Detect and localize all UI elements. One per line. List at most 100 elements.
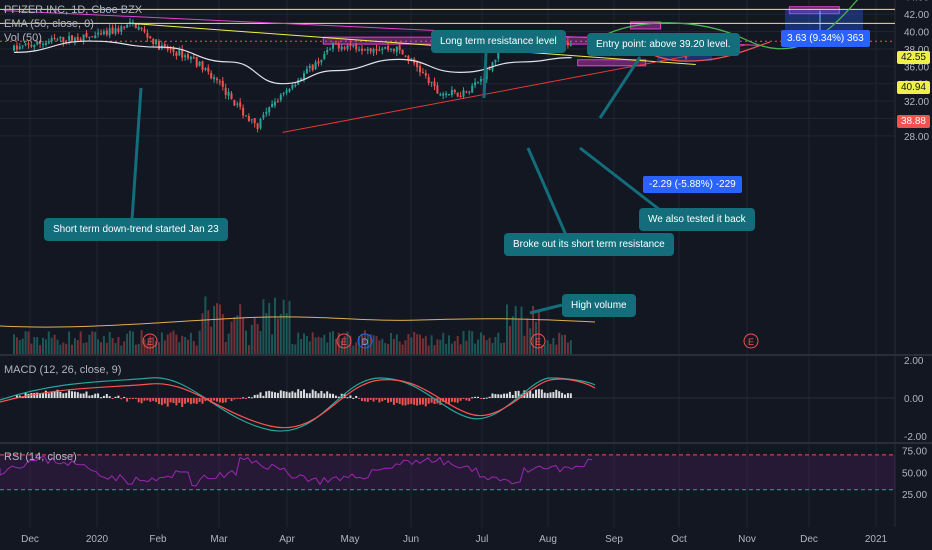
volume-bar: [497, 332, 500, 354]
callout-pointer: [529, 303, 563, 315]
candle-body: [450, 89, 453, 96]
volume-bar: [73, 338, 76, 354]
macd-hist-bar: [181, 398, 184, 407]
signal-line: [0, 378, 596, 429]
candle-body: [303, 73, 305, 80]
callout-pointer: [482, 52, 488, 99]
macd-hist-bar: [82, 393, 85, 398]
volume-bar: [253, 316, 256, 354]
volume-bar: [537, 311, 540, 354]
macd-hist-bar: [256, 394, 259, 398]
volume-bar: [224, 342, 227, 354]
volume-bar: [68, 331, 71, 354]
macd-hist-bar: [230, 398, 233, 402]
candle-body: [198, 61, 201, 66]
macd-hist-bar: [149, 398, 152, 402]
volume-bar: [503, 342, 506, 354]
candle-body: [33, 45, 36, 48]
volume-bar: [149, 336, 152, 354]
macd-hist-bar: [398, 398, 401, 404]
x-tick-label: Feb: [149, 534, 167, 545]
candle-body: [395, 46, 398, 53]
macd-hist-bar: [131, 398, 134, 399]
macd-hist-bar: [111, 398, 114, 399]
candle-body: [181, 49, 184, 58]
macd-hist-bar: [253, 394, 256, 398]
candle-body: [169, 49, 172, 51]
candle-body: [448, 94, 450, 96]
volume-bar: [36, 337, 39, 354]
volume-bar: [213, 305, 216, 354]
volume-bar: [468, 330, 471, 354]
volume-bar: [15, 337, 18, 354]
volume-bar: [346, 331, 349, 354]
volume-bar: [42, 337, 44, 354]
macd-hist-bar: [276, 392, 279, 398]
price-label-38-88: 38.88: [896, 115, 930, 128]
candle-body: [401, 49, 404, 55]
macd-hist-bar: [332, 393, 334, 398]
macd-hist-bar: [33, 392, 36, 398]
macd-hist-bar: [453, 398, 456, 403]
macd-hist-bar: [143, 398, 146, 401]
macd-hist-bar: [213, 398, 216, 401]
x-tick-label: Sep: [605, 534, 623, 545]
macd-hist-bar: [462, 398, 465, 399]
volume-legend: Vol (50): [4, 32, 42, 44]
volume-bar: [100, 342, 102, 354]
candle-body: [94, 35, 97, 39]
x-tick-label: Mar: [210, 534, 228, 545]
x-tick-label: Aug: [539, 534, 557, 545]
macd-hist-bar: [305, 393, 308, 398]
x-tick-label: Jul: [476, 534, 489, 545]
volume-bar: [427, 345, 430, 354]
callout-pointer: [579, 146, 661, 212]
macd-hist-bar: [384, 398, 387, 401]
macd-hist-bar: [24, 392, 27, 398]
volume-bar: [508, 326, 511, 354]
volume-bar: [439, 339, 442, 354]
macd-hist-bar: [564, 394, 566, 398]
volume-bar: [65, 343, 68, 354]
candle-body: [416, 62, 419, 68]
macd-hist-bar: [155, 398, 158, 403]
macd-hist-bar: [491, 393, 494, 398]
candle-body: [216, 78, 218, 81]
macd-hist-bar: [479, 398, 482, 399]
volume-bar: [390, 332, 392, 354]
candle-body: [372, 49, 375, 53]
macd-hist-bar: [532, 393, 535, 398]
volume-bar: [47, 331, 50, 354]
macd-hist-bar: [288, 392, 291, 398]
macd-hist-bar: [529, 390, 532, 398]
volume-bar: [204, 296, 207, 354]
volume-bar: [369, 334, 372, 354]
volume-bar: [471, 331, 474, 354]
macd-hist-bar: [308, 393, 311, 398]
candle-body: [381, 48, 384, 51]
volume-bar: [453, 341, 456, 354]
macd-hist-bar: [120, 398, 123, 400]
marker-text: E: [535, 337, 541, 347]
macd-hist-bar: [358, 398, 361, 399]
candle-body: [477, 82, 479, 84]
candle-body: [439, 94, 442, 96]
macd-hist-bar: [166, 398, 169, 407]
volume-bar: [201, 313, 204, 354]
candle-body: [163, 44, 166, 47]
candle-body: [285, 90, 288, 93]
macd-hist-bar: [126, 398, 129, 402]
macd-hist-bar: [404, 398, 407, 406]
candle-body: [320, 59, 323, 63]
macd-hist-bar: [430, 398, 433, 403]
rsi-tick-label: 50.00: [902, 468, 927, 479]
macd-hist-bar: [201, 398, 204, 404]
candle-body: [53, 37, 56, 39]
macd-hist-bar: [387, 398, 390, 403]
volume-bar: [227, 333, 230, 354]
macd-hist-bar: [482, 397, 485, 399]
macd-hist-bar: [36, 392, 39, 398]
volume-bar: [433, 345, 436, 354]
macd-hist-bar: [569, 393, 572, 398]
macd-hist-bar: [540, 389, 543, 398]
